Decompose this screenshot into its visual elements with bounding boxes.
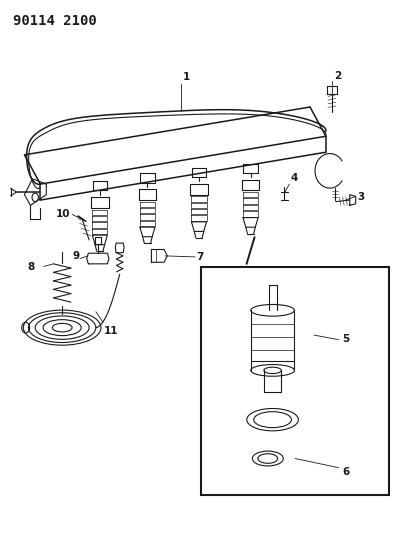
Text: 3: 3 — [357, 192, 364, 203]
Bar — [201, 266, 389, 495]
Text: 4: 4 — [290, 173, 298, 182]
Text: 10: 10 — [56, 209, 70, 220]
Text: 11: 11 — [104, 326, 118, 336]
Text: 5: 5 — [342, 334, 349, 343]
Text: 90114 2100: 90114 2100 — [13, 14, 96, 28]
Text: 2: 2 — [334, 71, 341, 82]
Text: 7: 7 — [197, 252, 204, 262]
Text: 9: 9 — [72, 251, 79, 261]
Text: 8: 8 — [27, 262, 34, 271]
Text: 6: 6 — [342, 467, 349, 477]
Text: 1: 1 — [183, 72, 190, 82]
